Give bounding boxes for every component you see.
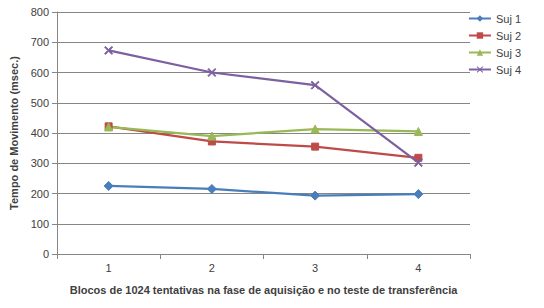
svg-text:2: 2 — [209, 262, 215, 274]
svg-text:0: 0 — [43, 248, 49, 260]
svg-text:Suj 3: Suj 3 — [496, 47, 521, 59]
svg-text:500: 500 — [31, 97, 49, 109]
svg-text:700: 700 — [31, 36, 49, 48]
svg-text:Suj 1: Suj 1 — [496, 13, 521, 25]
svg-text:300: 300 — [31, 157, 49, 169]
svg-text:100: 100 — [31, 218, 49, 230]
svg-text:200: 200 — [31, 188, 49, 200]
svg-text:400: 400 — [31, 127, 49, 139]
svg-text:Tempo de Movimento (msec.): Tempo de Movimento (msec.) — [8, 56, 20, 210]
svg-text:Suj 2: Suj 2 — [496, 30, 521, 42]
svg-text:3: 3 — [312, 262, 318, 274]
svg-text:Suj 4: Suj 4 — [496, 64, 521, 76]
svg-text:Blocos de 1024 tentativas na f: Blocos de 1024 tentativas na fase de aqu… — [70, 284, 458, 296]
svg-text:1: 1 — [106, 262, 112, 274]
svg-text:800: 800 — [31, 6, 49, 18]
svg-text:600: 600 — [31, 67, 49, 79]
svg-text:4: 4 — [415, 262, 421, 274]
